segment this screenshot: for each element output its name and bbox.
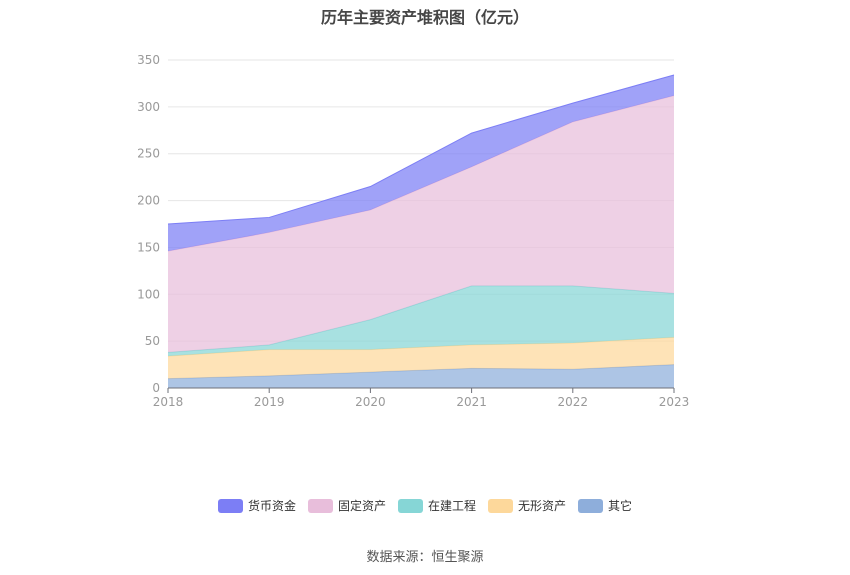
stacked-area-chart: 0 50 100 150 200 250 300 350 2018 2019 2020 2021 202… (137, 53, 690, 409)
y-tick-label-350: 350 (137, 53, 160, 67)
area-series-1 (168, 337, 674, 379)
legend-swatch-intangible (488, 498, 513, 513)
y-tick-label-50: 50 (145, 334, 160, 348)
legend-swatch-other (578, 498, 604, 513)
legend-label-fixed-assets: 固定资产 (337, 499, 386, 513)
y-tick-label-250: 250 (137, 147, 160, 161)
legend-label-other: 其它 (608, 499, 633, 513)
legend-item-construction[interactable]: 在建工程 (397, 497, 476, 514)
legend-item-cash[interactable]: 货币资金 (217, 497, 296, 514)
x-tick-label-2018: 2018 (153, 395, 184, 409)
x-tick-label-2021: 2021 (456, 395, 487, 409)
y-tick-label-300: 300 (137, 100, 160, 114)
area-series-4 (168, 74, 674, 252)
data-source: 数据来源：恒生聚源 (366, 550, 484, 565)
legend-label-construction: 在建工程 (427, 499, 476, 513)
x-tick-label-2022: 2022 (558, 395, 589, 409)
x-tick-label-2023: 2023 (659, 395, 690, 409)
legend-item-other[interactable]: 其它 (578, 497, 632, 514)
x-tick-label-2019: 2019 (254, 395, 285, 409)
y-tick-label-0: 0 (152, 381, 160, 395)
legend-label-intangible: 无形资产 (518, 499, 567, 513)
y-tick-label-100: 100 (137, 287, 160, 301)
y-tick-label-150: 150 (137, 240, 160, 254)
area-series-3 (168, 95, 674, 353)
x-tick-label-2020: 2020 (355, 395, 386, 409)
chart-legend: 货币资金 固定资产 在建工程 无形资产 其它 (0, 497, 850, 514)
line-series-4 (167, 74, 675, 225)
chart-title: 历年主要资产堆积图（亿元） (320, 8, 529, 27)
legend-item-intangible[interactable]: 无形资产 (488, 497, 566, 514)
y-tick-label-200: 200 (137, 194, 160, 208)
legend-label-cash: 货币资金 (247, 499, 296, 513)
legend-item-fixed-assets[interactable]: 固定资产 (307, 497, 386, 514)
legend-swatch-fixed-assets (307, 498, 333, 513)
area-series-0 (168, 364, 674, 388)
legend-swatch-construction (397, 498, 423, 513)
legend-swatch-cash (217, 498, 243, 513)
